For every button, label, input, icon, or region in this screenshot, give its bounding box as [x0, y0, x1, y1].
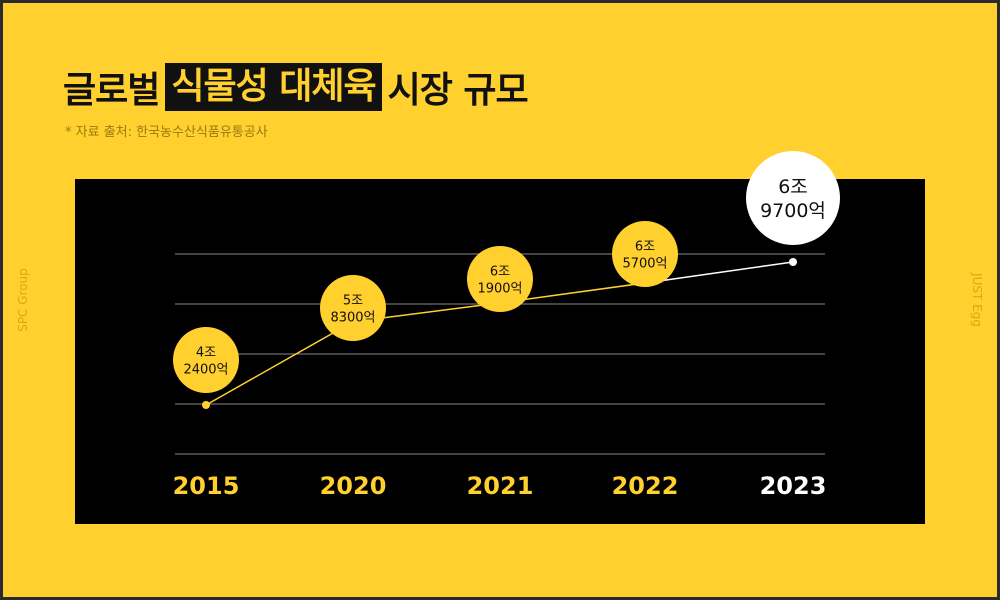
- series-segment-0: [205, 321, 354, 406]
- data-label-2022-1: 5700억: [622, 257, 667, 272]
- data-point-2023: [789, 258, 797, 266]
- data-label-2021-1: 1900억: [477, 282, 522, 297]
- source-note: * 자료 출처: 한국농수산식품유통공사: [65, 125, 268, 140]
- value-bubble-2021: [467, 246, 533, 312]
- title-highlight: 식물성 대체육: [165, 63, 382, 111]
- title-suffix: 시장 규모: [387, 70, 529, 111]
- data-label-2015-0: 4조: [196, 346, 216, 361]
- data-label-2015-1: 2400억: [183, 363, 228, 378]
- x-tick-label-2021: 2021: [467, 472, 534, 500]
- data-label-2020-1: 8300억: [330, 311, 375, 326]
- value-bubble-2015: [173, 327, 239, 393]
- x-tick-label-2015: 2015: [173, 472, 240, 500]
- data-label-2021-0: 6조: [490, 265, 510, 280]
- data-label-2023-1: 9700억: [760, 200, 826, 222]
- data-label-2023-0: 6조: [778, 176, 808, 198]
- series-segment-3: [644, 261, 794, 284]
- data-label-2020-0: 5조: [343, 294, 363, 309]
- x-tick-label-2020: 2020: [320, 472, 387, 500]
- value-bubble-2023: [746, 151, 840, 245]
- value-bubble-2020: [320, 275, 386, 341]
- x-tick-label-2023: 2023: [760, 472, 827, 500]
- x-tick-label-2022: 2022: [612, 472, 679, 500]
- value-bubble-2022: [612, 221, 678, 287]
- title-prefix: 글로벌: [63, 70, 160, 111]
- page-title: 글로벌 식물성 대체육 시장 규모: [63, 62, 529, 112]
- data-point-2015: [202, 401, 210, 409]
- data-label-2022-0: 6조: [635, 240, 655, 255]
